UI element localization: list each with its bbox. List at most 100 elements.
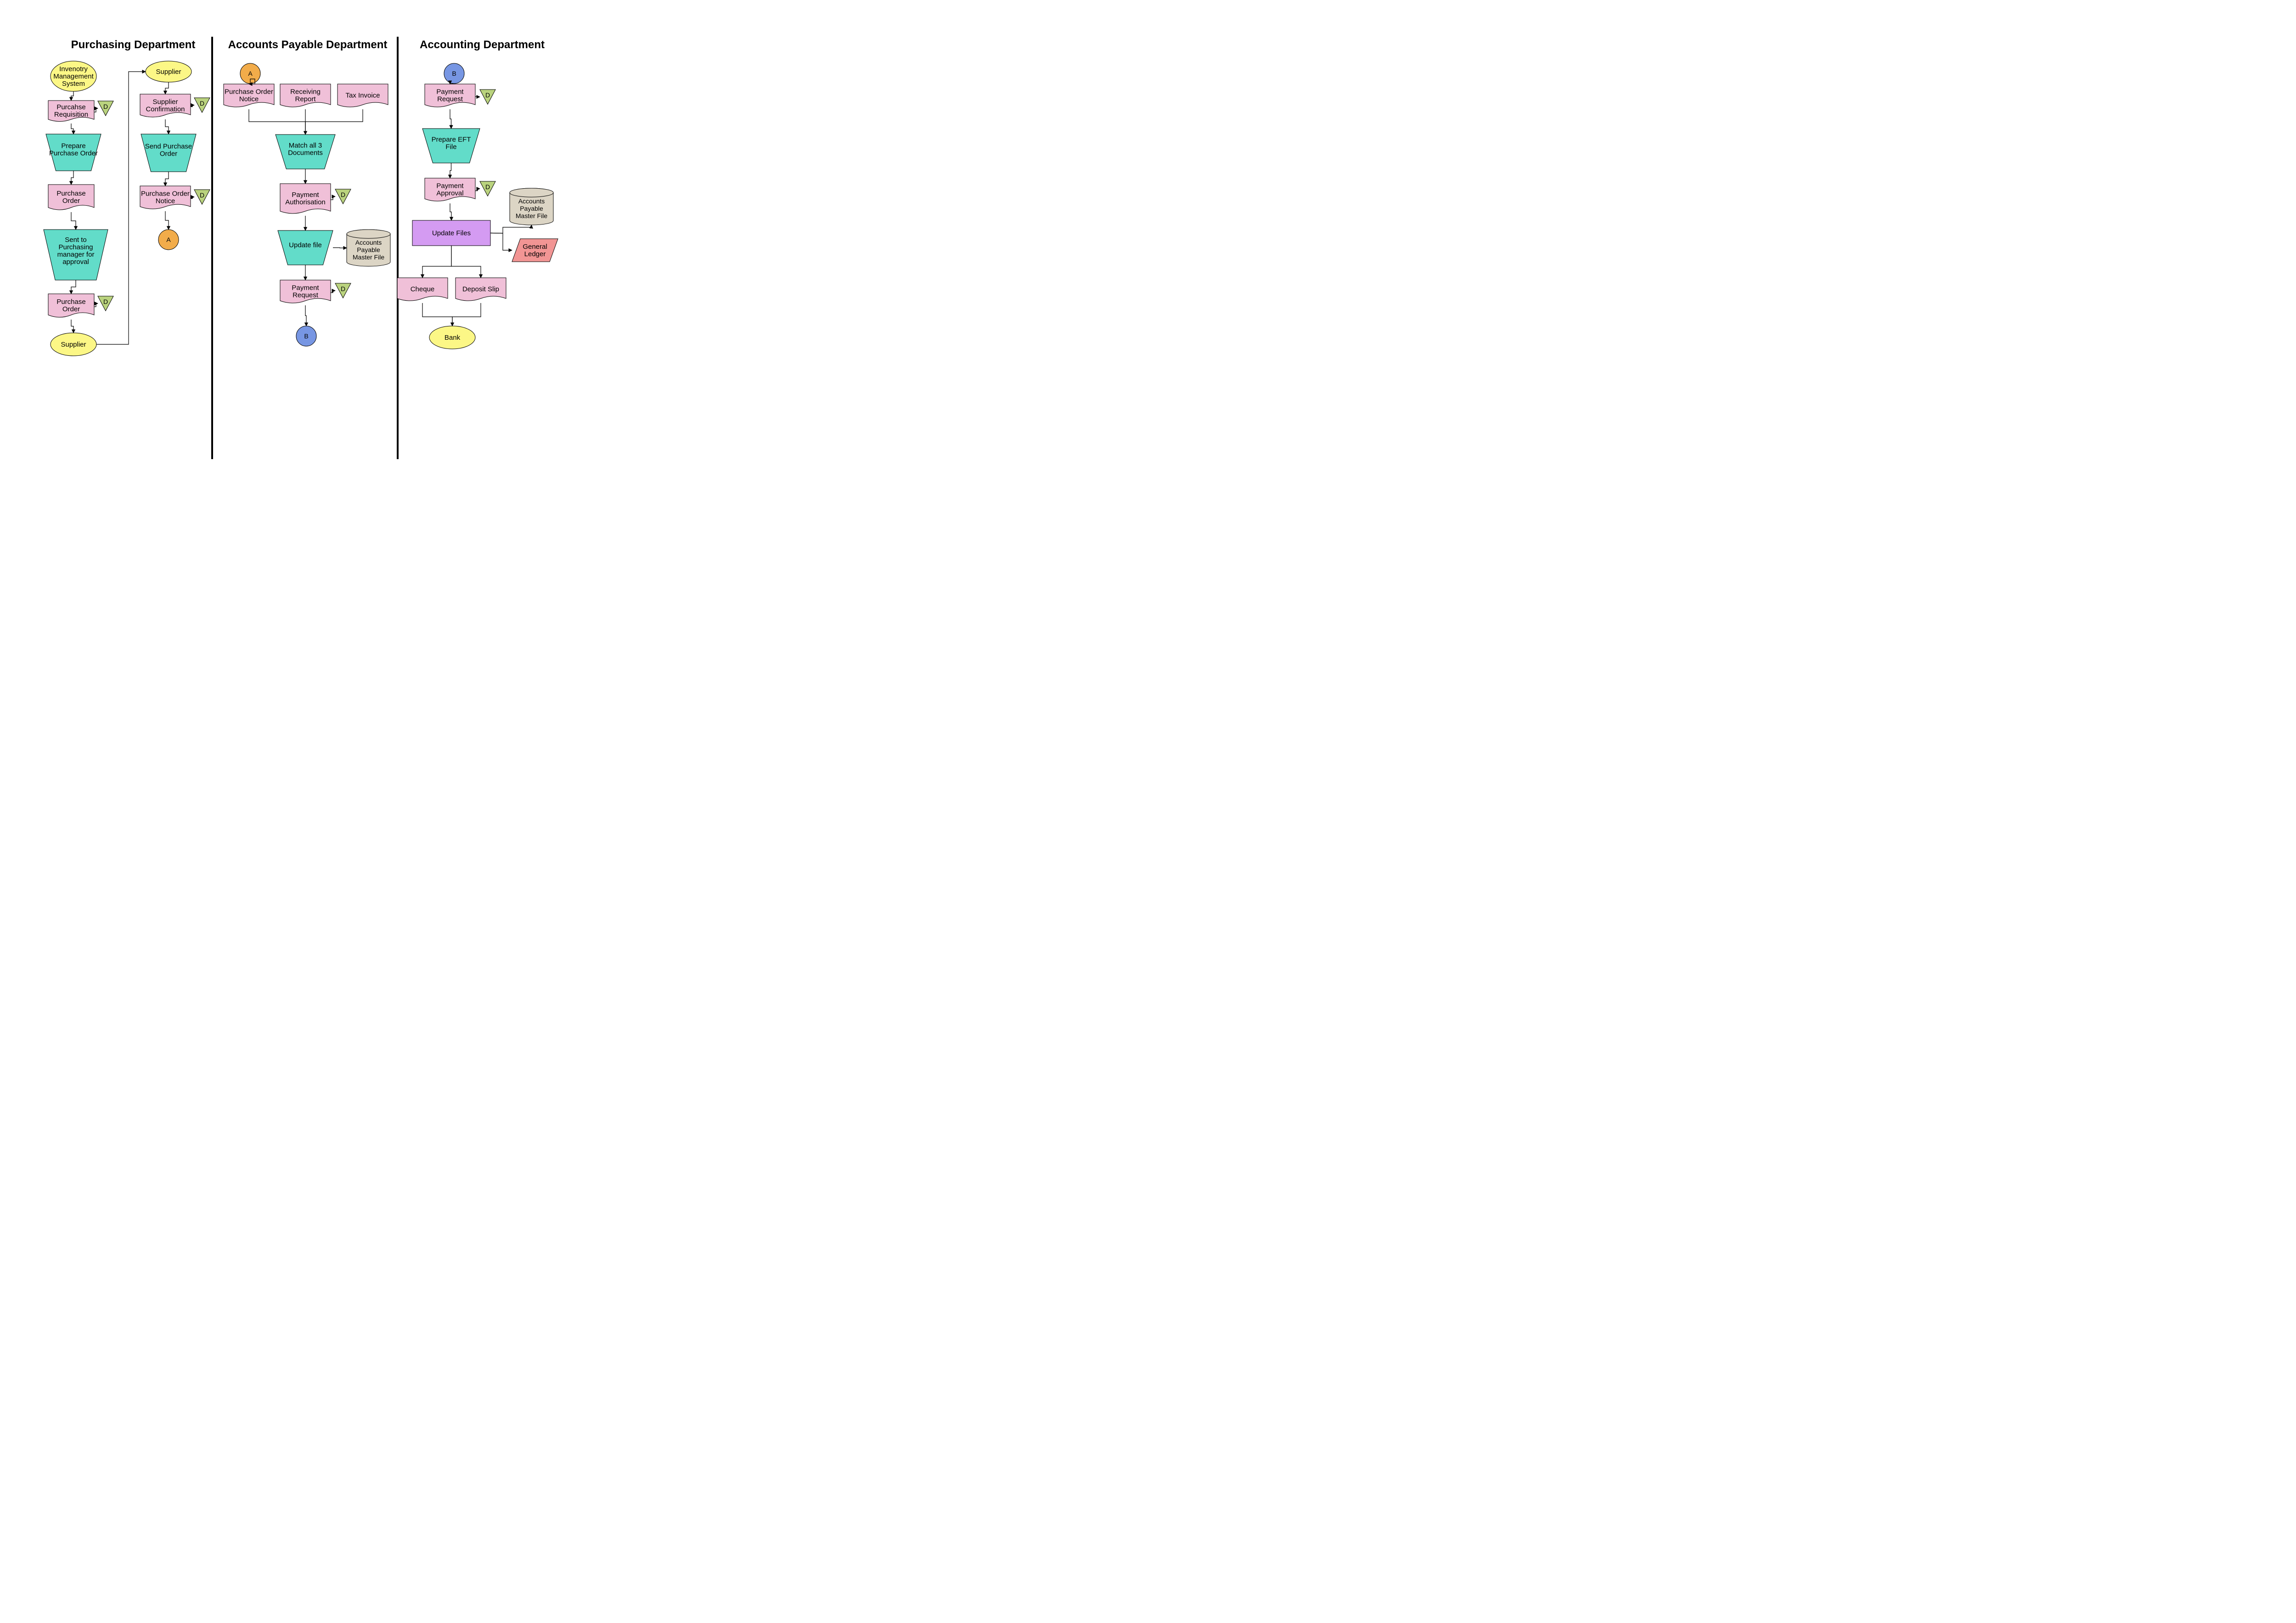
node-label: D [200,100,204,107]
node-d_payauth: D [335,189,351,204]
edge [165,172,169,186]
edge [191,105,194,107]
node-label: Update file [289,241,322,249]
edge [94,303,98,307]
edge [71,171,73,185]
edge [249,109,305,135]
edge [475,189,480,191]
node-label: B [304,332,308,340]
edge [452,303,481,326]
edge [450,109,451,129]
edge [71,320,73,333]
edge [165,211,169,230]
node-label: AccountsPayableMaster File [516,197,547,219]
node-label: D [485,91,490,99]
node-updfile: Update file [278,230,333,265]
node-payappr: PaymentApproval [425,178,475,201]
node-bank: Bank [429,326,475,349]
node-label: Tax Invoice [345,92,380,100]
node-label: D [103,103,108,110]
node-supconf: SupplierConfirmation [140,94,191,117]
node-label: PaymentApproval [436,182,464,197]
edge [331,197,335,200]
edge [71,212,76,230]
node-B1: B [296,326,316,346]
node-approve: Sent toPurchasingmanager forapproval [44,230,108,280]
node-depslip: Deposit Slip [456,278,506,301]
edge [71,124,73,134]
node-label: Bank [445,334,461,342]
node-taxinv: Tax Invoice [338,84,388,107]
node-preq: PurcahseRequisition [48,101,94,122]
edge [94,108,98,112]
node-label: D [341,191,345,198]
edge [305,109,363,135]
edge [450,163,451,178]
node-d_supconf: D [194,98,210,112]
node-payauth: PaymentAuthorisation [280,184,331,213]
node-ppo: PreparePurchase Order [46,134,101,171]
node-label: AccountsPayableMaster File [353,239,384,261]
edge [165,119,169,134]
flowchart-canvas: Purchasing Department Accounts Payable De… [0,0,689,487]
node-pon2: Purchase OrderNotice [224,84,274,107]
node-sendpo: Send PurchaseOrder [141,134,196,172]
node-label: PaymentRequest [436,88,464,103]
node-label: A [166,236,171,243]
node-label: PaymentRequest [292,284,319,299]
node-label: Cheque [411,286,435,293]
node-updfiles: Update Files [412,220,490,246]
node-A1: A [158,230,179,250]
node-label: D [200,191,204,199]
edge [165,82,169,94]
node-label: Supplier [156,68,181,76]
node-d_preq: D [98,101,113,116]
node-recv: ReceivingReport [280,84,331,107]
node-prepeft: Prepare EFTFile [422,129,480,163]
node-apmf2: AccountsPayableMaster File [510,188,553,225]
node-label: Deposit Slip [462,286,499,293]
node-pon1: Purchase OrderNotice [140,186,191,209]
node-d_po2: D [98,296,113,311]
node-inv_sys: InvenotryManagementSystem [51,61,96,91]
edge [450,203,451,220]
node-apmf1: AccountsPayableMaster File [347,230,390,266]
node-label: Update Files [432,230,471,237]
node-label: Supplier [61,341,86,348]
node-d_payappr: D [480,181,495,196]
node-d_pon1: D [194,190,210,204]
node-d_payreq2: D [480,90,495,104]
node-supplier1: Supplier [51,333,96,356]
node-d_payreq1: D [335,283,351,298]
node-payreq2: PaymentRequest [425,84,475,107]
edge [331,291,335,293]
node-supplier2: Supplier [146,61,191,82]
node-label: D [485,183,490,191]
node-label: D [103,298,108,305]
node-B2: B [444,63,464,84]
edge [71,280,76,294]
edge [422,303,452,326]
edge [422,246,451,278]
edge [490,225,532,233]
node-po2: PurchaseOrder [48,294,94,317]
node-po1: PurchaseOrder [48,185,94,210]
node-label: D [341,285,345,292]
node-cheque: Cheque [397,278,448,301]
edge [191,197,194,199]
node-label: A [248,70,253,77]
edge [451,246,481,278]
node-label: PurcahseRequisition [54,103,88,118]
node-label: GeneralLedger [523,243,547,258]
edge [71,91,73,101]
edge [305,305,306,326]
node-payreq1: PaymentRequest [280,280,331,303]
column-title: Accounts Payable Department [228,39,388,51]
node-label: B [452,70,456,77]
node-gl: GeneralLedger [512,239,558,262]
column-title: Purchasing Department [71,39,196,51]
node-match3: Match all 3Documents [276,135,335,169]
column-title: Accounting Department [420,39,545,51]
edge [490,233,512,251]
node-label: Match all 3Documents [288,142,323,157]
